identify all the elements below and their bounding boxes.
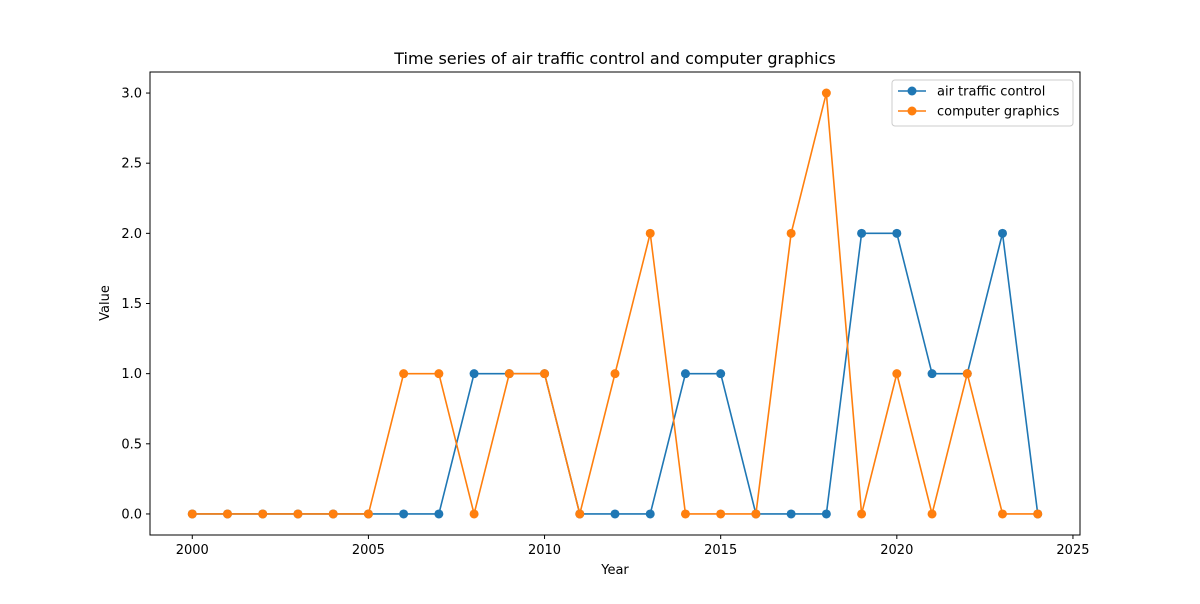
data-point (998, 228, 1007, 238)
x-tick-label: 2005 (352, 543, 385, 558)
data-point (469, 369, 479, 379)
plot-area: 2000 2005 2010 2015 2020 2025 0.0 0.5 1.0 1.5 2.0 2… (121, 71, 1090, 558)
chart-title: Time series of air traffic control and c… (393, 49, 836, 68)
data-point (680, 509, 690, 519)
data-point (927, 509, 937, 519)
data-point (575, 509, 585, 519)
y-tick-label: 1.0 (121, 367, 142, 382)
data-point (1033, 509, 1043, 519)
data-point (857, 228, 867, 238)
data-point (751, 509, 761, 519)
y-tick-label: 2.0 (121, 227, 142, 242)
data-point (716, 369, 726, 379)
data-point (821, 509, 831, 519)
data-point (927, 369, 937, 379)
data-point (610, 369, 620, 379)
data-point (399, 509, 409, 519)
data-point (187, 509, 197, 519)
y-tick-label: 3.0 (121, 87, 142, 102)
x-axis-label: Year (600, 563, 629, 578)
data-point (892, 369, 902, 379)
legend: air traffic control computer graphics (891, 79, 1074, 127)
data-point (434, 369, 444, 379)
x-tick-label: 2010 (528, 543, 561, 558)
y-tick-label: 1.5 (121, 297, 142, 312)
data-point (786, 228, 796, 238)
y-axis-label: Value (98, 285, 113, 321)
data-point (645, 509, 655, 519)
y-tick-label: 2.5 (121, 157, 142, 172)
y-tick-label: 0.0 (121, 507, 142, 522)
data-point (540, 369, 550, 379)
data-point (645, 228, 655, 238)
data-point (786, 509, 796, 519)
x-tick-label: 2000 (176, 543, 209, 558)
series-1 (187, 88, 1043, 519)
data-point (821, 88, 831, 98)
series-line (192, 92, 1038, 515)
data-point (223, 509, 232, 519)
data-point (962, 369, 972, 379)
legend-marker (907, 106, 917, 116)
data-point (716, 509, 726, 519)
data-point (504, 369, 514, 379)
data-point (434, 509, 444, 519)
data-point (998, 509, 1007, 519)
data-point (293, 509, 303, 519)
legend-marker (907, 86, 917, 96)
x-tick-label: 2020 (880, 543, 913, 558)
data-point (857, 509, 867, 519)
plot-frame (149, 71, 1081, 536)
data-point (680, 369, 690, 379)
x-tick-label: 2015 (704, 543, 737, 558)
data-point (363, 509, 373, 519)
data-point (892, 228, 902, 238)
y-tick-label: 0.5 (121, 437, 142, 452)
data-point (328, 509, 338, 519)
data-point (399, 369, 409, 379)
legend-label: air traffic control (937, 85, 1045, 100)
legend-box (891, 79, 1074, 127)
x-tick-label: 2025 (1056, 543, 1089, 558)
data-point (469, 509, 479, 519)
data-point (258, 509, 268, 519)
legend-label: computer graphics (937, 105, 1060, 120)
data-point (610, 509, 620, 519)
